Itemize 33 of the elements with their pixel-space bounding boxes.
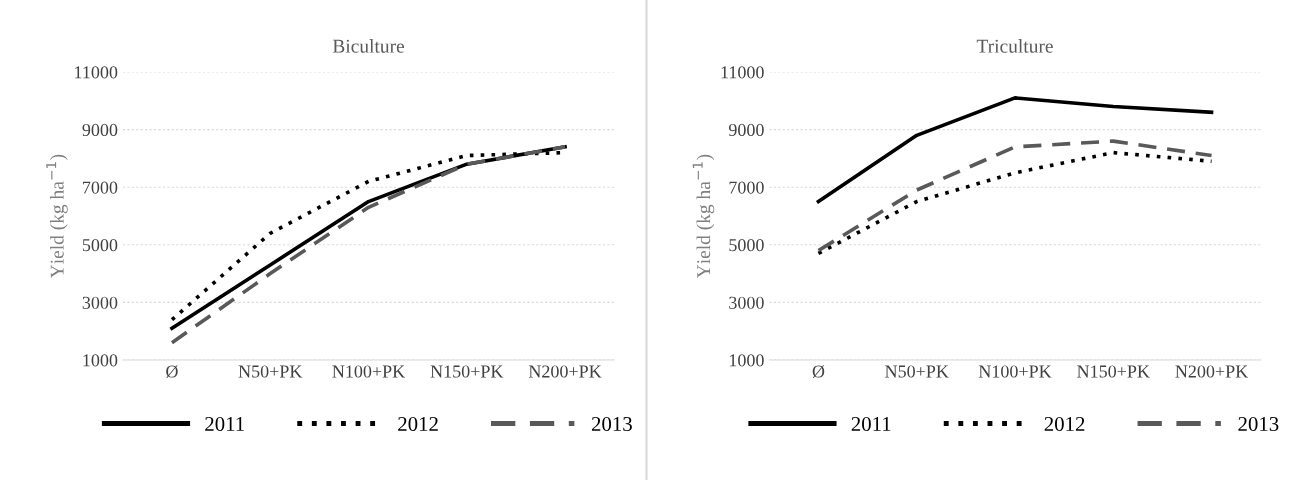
x-tick-label: N100+PK xyxy=(978,365,1052,378)
x-tick-label: N200+PK xyxy=(528,365,602,378)
y-tick-label: 5000 xyxy=(82,239,118,252)
y-tick-label: 9000 xyxy=(82,123,118,137)
chart-title: Triculture xyxy=(976,39,1053,53)
legend-label: 2012 xyxy=(1044,416,1085,431)
x-tick-label: Ø xyxy=(166,365,178,378)
y-tick-label: 3000 xyxy=(729,296,764,309)
legend-label: 2011 xyxy=(205,416,244,431)
y-tick-label: 11000 xyxy=(721,66,764,79)
y-tick-label: 9000 xyxy=(728,123,764,137)
x-tick-label: N150+PK xyxy=(1077,365,1150,378)
y-tick-label: 7000 xyxy=(83,181,118,194)
line-series xyxy=(816,96,1214,204)
y-tick-label: 1000 xyxy=(729,354,764,367)
x-tick-label: N50+PK xyxy=(238,365,303,378)
legend-label: 2013 xyxy=(1238,416,1279,431)
x-tick-label: N50+PK xyxy=(885,365,949,378)
y-tick-label: 1000 xyxy=(83,354,118,367)
legend-label: 2011 xyxy=(851,416,891,431)
legend-label: 2013 xyxy=(591,416,632,431)
legend-label: 2012 xyxy=(398,416,438,431)
x-tick-label: Ø xyxy=(812,365,825,378)
y-axis-title: Yield (kg ha$^{−1}$) xyxy=(692,154,715,279)
chart-title: Biculture xyxy=(332,39,405,53)
x-tick-label: N150+PK xyxy=(430,365,504,378)
y-tick-label: 5000 xyxy=(729,239,764,252)
x-tick-label: N200+PK xyxy=(1175,365,1249,378)
y-tick-label: 7000 xyxy=(729,181,764,194)
y-tick-label: 3000 xyxy=(82,296,118,309)
y-tick-label: 11000 xyxy=(75,66,118,79)
x-tick-label: N100+PK xyxy=(332,365,406,378)
y-axis-title: Yield (kg ha$^{−1}$) xyxy=(46,154,68,279)
